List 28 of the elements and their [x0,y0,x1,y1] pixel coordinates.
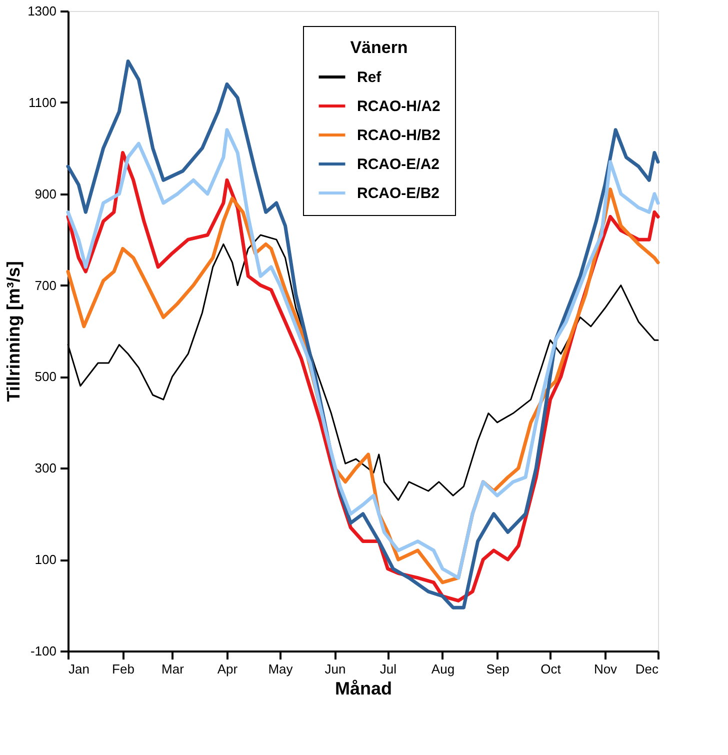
x-tick-label: Nov [594,662,618,676]
x-tick-label: Jul [380,662,397,676]
legend-label: RCAO-E/A2 [357,156,440,173]
x-tick-label: Sep [486,662,510,676]
y-tick-label: 500 [34,369,56,384]
x-tick-label: Apr [217,662,238,676]
y-tick-label: -100 [30,644,56,658]
x-tick-label: Aug [431,662,455,676]
legend-label: Ref [357,69,382,86]
x-tick-label: Jan [68,662,90,676]
x-axis-title: Månad [334,678,392,698]
legend-label: RCAO-H/B2 [357,127,440,144]
legend-title: Vänern [350,38,408,57]
y-tick-label: 100 [34,552,56,568]
y-tick-label: 900 [34,186,56,202]
y-tick-label: 1300 [28,4,56,18]
x-tick-label: Oct [540,662,562,676]
x-tick-label: Jun [324,662,346,676]
y-tick-label: 1100 [28,94,56,110]
legend-label: RCAO-E/B2 [357,185,440,202]
y-tick-label: 300 [34,460,56,476]
y-axis-title: Tillrinning [m³/s] [4,261,24,402]
x-tick-label: Dec [635,662,659,676]
y-tick-label: 700 [34,278,56,293]
x-tick-label: Feb [112,662,134,676]
x-tick-label: Mar [162,662,185,676]
x-tick-label: May [268,662,294,676]
legend-label: RCAO-H/A2 [357,98,440,115]
